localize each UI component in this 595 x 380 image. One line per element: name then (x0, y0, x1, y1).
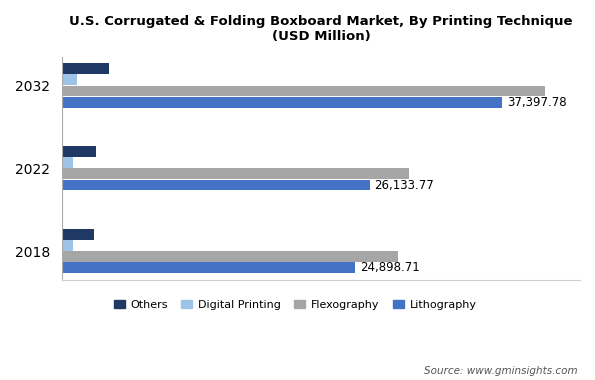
Text: 37,397.78: 37,397.78 (507, 96, 566, 109)
Legend: Others, Digital Printing, Flexography, Lithography: Others, Digital Printing, Flexography, L… (109, 296, 481, 315)
Bar (62, 229, 94, 240)
Bar (62, 74, 77, 85)
Bar (62, 240, 73, 251)
Bar (62, 63, 109, 74)
Bar (62, 97, 502, 108)
Text: Source: www.gminsights.com: Source: www.gminsights.com (424, 366, 577, 376)
Bar (62, 157, 73, 168)
Bar (62, 180, 369, 190)
Bar (62, 168, 409, 179)
Bar (62, 86, 544, 97)
Text: 24,898.71: 24,898.71 (360, 261, 419, 274)
Bar (62, 263, 355, 273)
Bar (62, 146, 96, 157)
Bar (62, 251, 397, 262)
Text: 26,133.77: 26,133.77 (374, 179, 434, 192)
Title: U.S. Corrugated & Folding Boxboard Market, By Printing Technique
(USD Million): U.S. Corrugated & Folding Boxboard Marke… (69, 15, 573, 43)
